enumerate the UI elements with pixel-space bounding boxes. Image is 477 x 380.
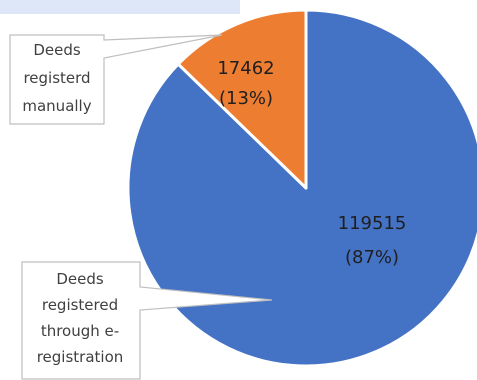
callout-e-registration-line-3: through e- — [41, 322, 119, 340]
pie-slice-e-registration — [126, 8, 477, 368]
callout-manual-line-2: registerd — [23, 69, 90, 87]
callout-manual-line-1: Deeds — [33, 41, 81, 59]
callout-manual-line-3: manually — [22, 97, 91, 115]
callouts-layer — [9, 34, 273, 380]
value-label-e-registration-number: 119515 — [338, 213, 407, 234]
value-label-e-registration: 119515 (87%) — [338, 213, 407, 268]
callout-e-registration-line-2: registered — [42, 296, 118, 314]
header-strip — [0, 0, 240, 14]
callout-box-manual — [9, 34, 223, 125]
callout-box-e-registration — [21, 261, 273, 380]
value-label-e-registration-percent: (87%) — [345, 247, 399, 268]
slices-layer — [126, 8, 477, 368]
value-label-manual-number: 17462 — [217, 58, 274, 79]
callout-label-e-registration: Deeds registered through e- registration — [37, 270, 124, 366]
pie-slice-manual — [176, 8, 308, 190]
value-label-manual: 17462 (13%) — [217, 58, 274, 109]
value-label-manual-percent: (13%) — [219, 88, 273, 109]
callout-e-registration-line-4: registration — [37, 348, 124, 366]
callout-label-manual: Deeds registerd manually — [22, 41, 91, 115]
callout-e-registration-line-1: Deeds — [56, 270, 104, 288]
